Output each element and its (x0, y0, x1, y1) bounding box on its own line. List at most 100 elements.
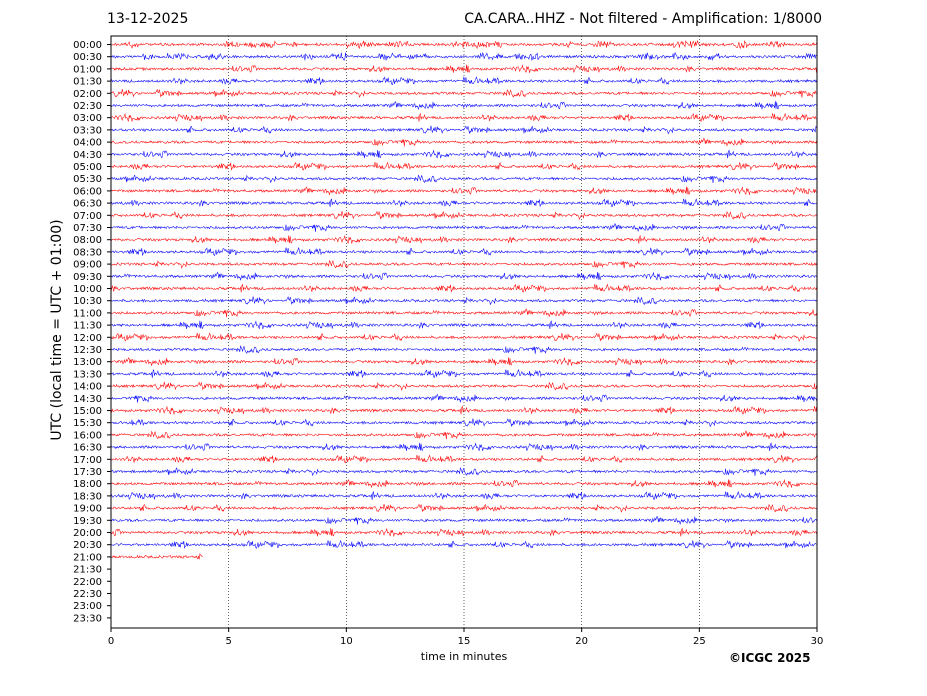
trace-13:00 (110, 357, 817, 367)
y-tick-label: 00:30 (73, 52, 102, 63)
trace-02:00 (110, 88, 817, 98)
y-tick-label: 03:00 (73, 113, 102, 124)
y-tick-label: 11:30 (73, 321, 102, 332)
y-tick-label: 09:00 (73, 260, 102, 271)
plot-frame (110, 35, 818, 629)
y-tick-label: 05:30 (73, 174, 102, 185)
trace-18:30 (110, 491, 817, 501)
y-tick-label: 12:00 (73, 333, 102, 344)
y-axis-label: UTC (local time = UTC + 01:00) (49, 219, 65, 441)
trace-00:00 (110, 39, 817, 50)
y-tick-label: 18:00 (73, 479, 102, 490)
y-tick-label: 07:00 (73, 211, 102, 222)
trace-16:00 (110, 430, 817, 440)
y-tick-label: 04:30 (73, 150, 102, 161)
y-tick-label: 14:30 (73, 394, 102, 405)
trace-12:30 (110, 345, 817, 354)
trace-21:00 (110, 552, 203, 560)
trace-09:30 (110, 271, 817, 281)
trace-10:00 (110, 283, 817, 293)
trace-02:30 (110, 100, 817, 111)
trace-05:00 (110, 161, 817, 171)
trace-01:30 (110, 76, 817, 86)
trace-14:00 (110, 381, 817, 391)
plot-area (111, 36, 817, 628)
y-tick-label: 10:30 (73, 296, 102, 307)
y-tick-label: 08:30 (73, 247, 102, 258)
x-tick-label: 25 (693, 636, 706, 647)
trace-08:00 (110, 234, 817, 244)
trace-08:30 (110, 247, 817, 257)
trace-03:00 (110, 112, 817, 122)
trace-00:30 (110, 52, 817, 61)
y-tick-label: 09:30 (73, 272, 102, 283)
y-tick-label: 16:00 (73, 430, 102, 441)
y-tick-label: 20:00 (73, 528, 102, 539)
y-tick-label: 15:30 (73, 418, 102, 429)
y-tick-label: 20:30 (73, 540, 102, 551)
trace-07:00 (110, 210, 817, 220)
trace-17:00 (110, 454, 817, 464)
trace-06:30 (110, 198, 817, 208)
y-tick-label: 16:30 (73, 443, 102, 454)
trace-16:30 (110, 442, 817, 452)
trace-05:30 (110, 174, 817, 184)
trace-10:30 (110, 296, 817, 306)
y-tick-label: 01:00 (73, 64, 102, 75)
y-tick-label: 13:30 (73, 369, 102, 380)
x-axis-label: time in minutes (420, 650, 508, 663)
trace-12:00 (110, 332, 817, 342)
y-tick-label: 21:00 (73, 552, 102, 563)
y-tick-label: 02:00 (73, 89, 102, 100)
y-tick-label: 08:00 (73, 235, 102, 246)
seismic-traces (110, 39, 817, 560)
y-tick-label: 14:00 (73, 382, 102, 393)
trace-20:00 (110, 527, 817, 537)
trace-04:00 (110, 137, 817, 147)
y-tick-label: 06:00 (73, 186, 102, 197)
y-tick-label: 22:30 (73, 589, 102, 600)
trace-18:00 (110, 479, 817, 489)
x-tick-label: 15 (458, 636, 471, 647)
trace-19:00 (110, 503, 817, 513)
y-tick-label: 22:00 (73, 577, 102, 588)
copyright-label: ©ICGC 2025 (729, 651, 811, 665)
y-tick-label: 21:30 (73, 565, 102, 576)
trace-11:30 (110, 320, 817, 330)
trace-04:30 (110, 149, 817, 159)
y-tick-label: 11:00 (73, 308, 102, 319)
trace-19:30 (110, 515, 817, 525)
y-tick-label: 01:30 (73, 77, 102, 88)
x-tick-label: 0 (108, 636, 114, 647)
y-tick-label: 05:00 (73, 162, 102, 173)
trace-15:00 (110, 405, 817, 415)
y-tick-label: 02:30 (73, 101, 102, 112)
y-tick-label: 17:30 (73, 467, 102, 478)
x-tick-label: 20 (575, 636, 588, 647)
y-tick-label: 18:30 (73, 491, 102, 502)
chart-date: 13-12-2025 (107, 11, 189, 27)
y-tick-label: 10:00 (73, 284, 102, 295)
y-tick-label: 12:30 (73, 345, 102, 356)
y-tick-label: 00:00 (73, 40, 102, 51)
x-axis-ticks: 0 5 10 15 20 25 30 (108, 628, 823, 647)
trace-01:00 (110, 64, 817, 74)
trace-06:00 (110, 186, 817, 196)
trace-15:30 (110, 418, 817, 428)
y-tick-label: 04:00 (73, 138, 102, 149)
y-tick-label: 23:30 (73, 613, 102, 624)
trace-17:30 (110, 467, 817, 477)
trace-09:00 (110, 259, 817, 269)
y-tick-label: 17:00 (73, 455, 102, 466)
x-tick-label: 5 (225, 636, 231, 647)
trace-20:30 (110, 539, 817, 550)
y-tick-label: 23:00 (73, 601, 102, 612)
y-tick-label: 19:00 (73, 504, 102, 515)
y-tick-label: 07:30 (73, 223, 102, 234)
y-tick-label: 13:00 (73, 357, 102, 368)
trace-03:30 (110, 125, 817, 135)
trace-07:30 (110, 222, 817, 233)
chart-title: CA.CARA..HHZ - Not filtered - Amplificat… (464, 11, 822, 27)
